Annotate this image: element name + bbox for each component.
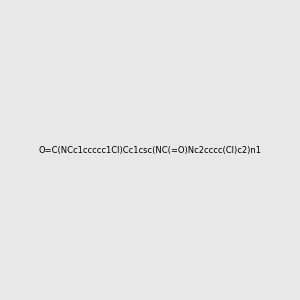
Text: O=C(NCc1ccccc1Cl)Cc1csc(NC(=O)Nc2cccc(Cl)c2)n1: O=C(NCc1ccccc1Cl)Cc1csc(NC(=O)Nc2cccc(Cl… (38, 146, 262, 154)
